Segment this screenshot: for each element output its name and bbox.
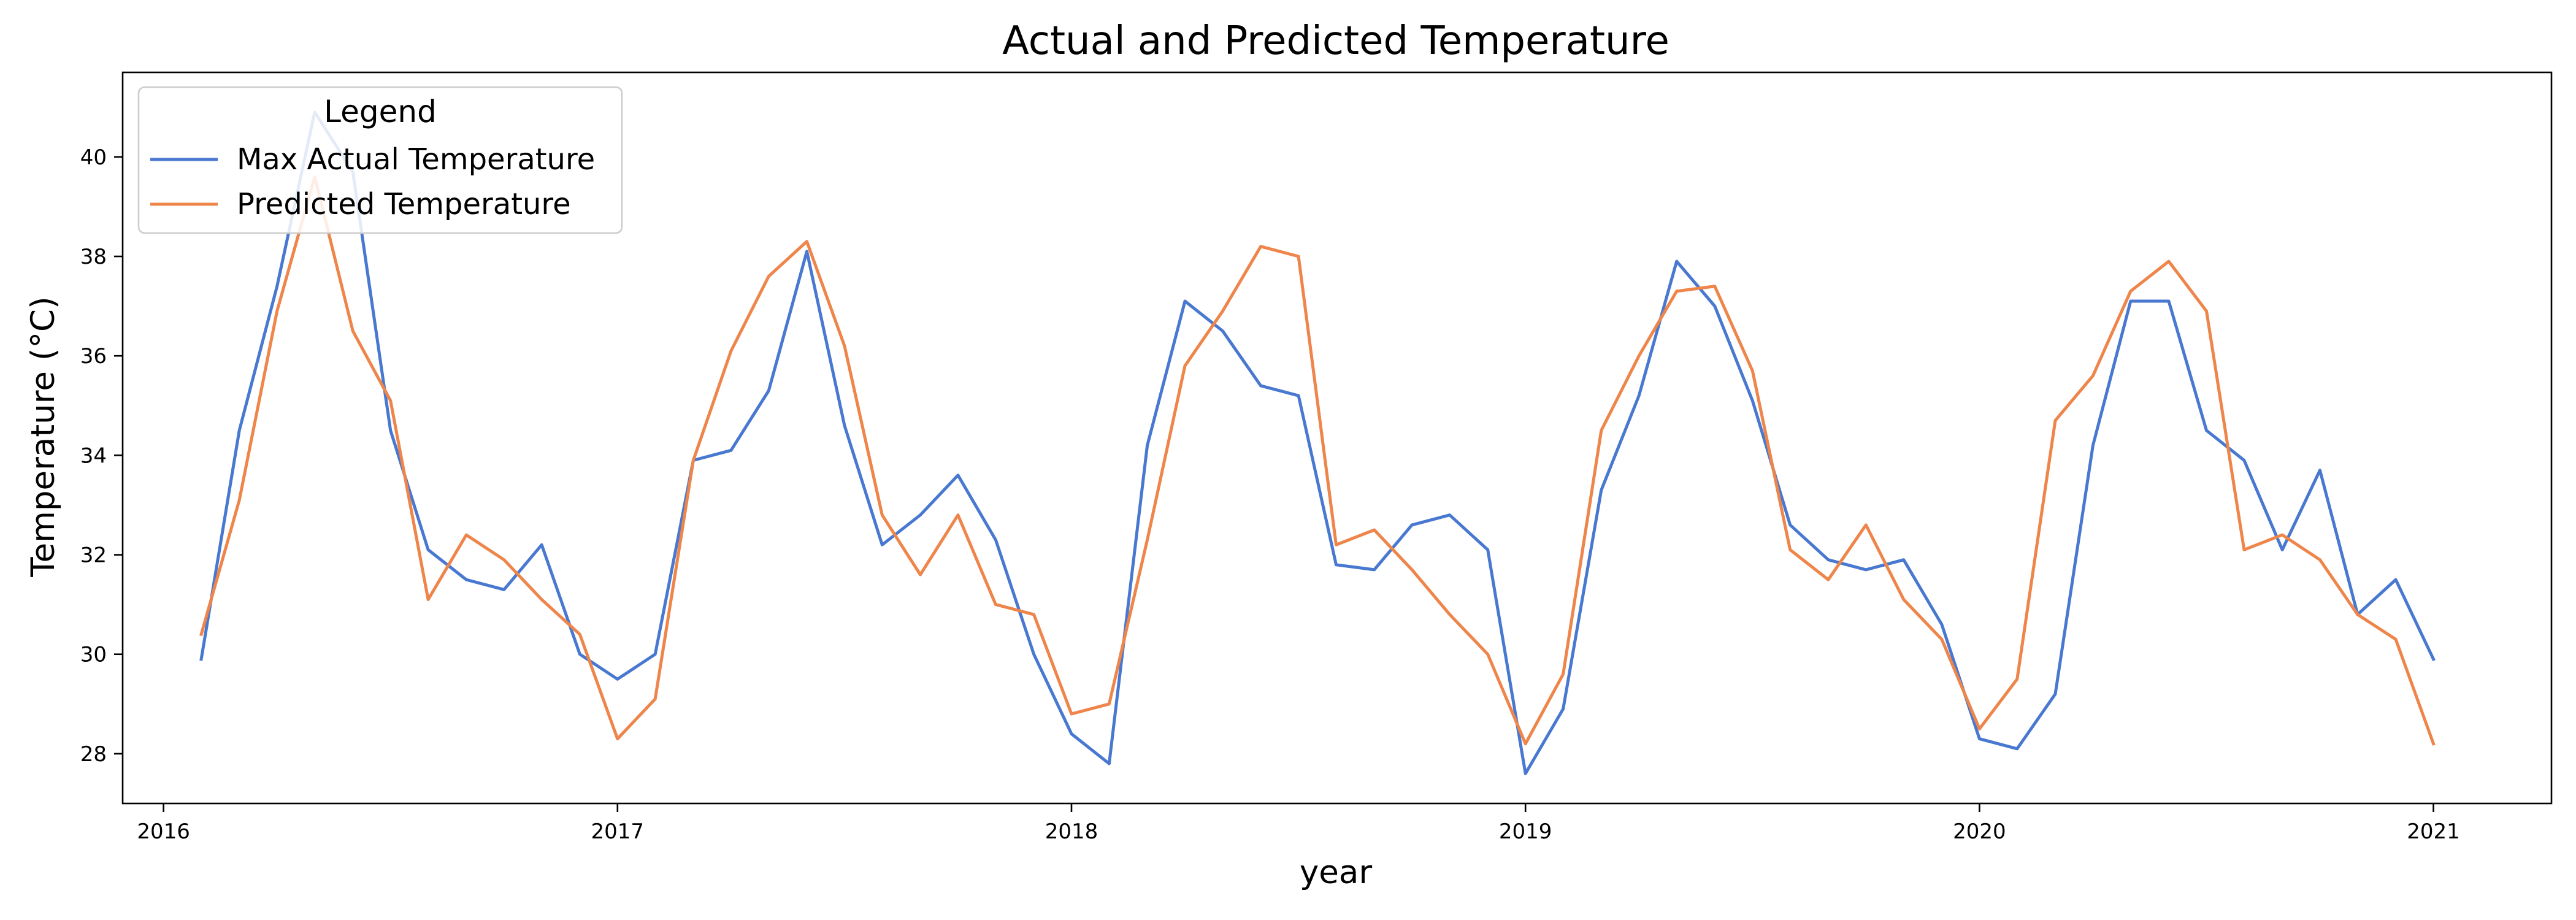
y-tick-label: 30: [80, 643, 107, 667]
y-tick-label: 38: [80, 245, 107, 269]
x-axis-ticks: 2016 2017 2018 2019 2020 2021: [137, 803, 2460, 844]
plot-frame: [121, 71, 2553, 805]
legend: Legend Max Actual Temperature Predicted …: [137, 86, 623, 234]
x-tick-label: 2021: [2407, 819, 2460, 844]
legend-box: [137, 86, 623, 234]
x-tick-label: 2017: [591, 819, 645, 844]
x-tick-label: 2019: [1499, 819, 1552, 844]
series-line-max-actual: [199, 110, 2436, 775]
x-axis-label: year: [1300, 854, 1372, 891]
y-tick-label: 40: [80, 145, 107, 170]
x-tick-label: 2020: [1953, 819, 2006, 844]
legend-title: Legend: [324, 94, 437, 129]
series-layer: [199, 110, 2436, 775]
plot-area: [121, 71, 2553, 805]
x-tick-label: 2018: [1045, 819, 1098, 844]
y-tick-label: 28: [80, 742, 107, 767]
y-tick-label: 32: [80, 543, 107, 568]
x-tick-label: 2016: [137, 819, 190, 844]
y-axis-ticks: 28 30 32 34 36 38 40: [80, 145, 123, 767]
y-tick-label: 36: [80, 344, 107, 369]
series-line-predicted: [199, 175, 2436, 746]
legend-label-max-actual: Max Actual Temperature: [237, 142, 595, 177]
chart-title: Actual and Predicted Temperature: [1002, 18, 1669, 64]
legend-label-predicted: Predicted Temperature: [237, 187, 571, 221]
y-tick-label: 34: [80, 443, 107, 468]
y-axis-label: Temperature (°C): [25, 296, 62, 577]
